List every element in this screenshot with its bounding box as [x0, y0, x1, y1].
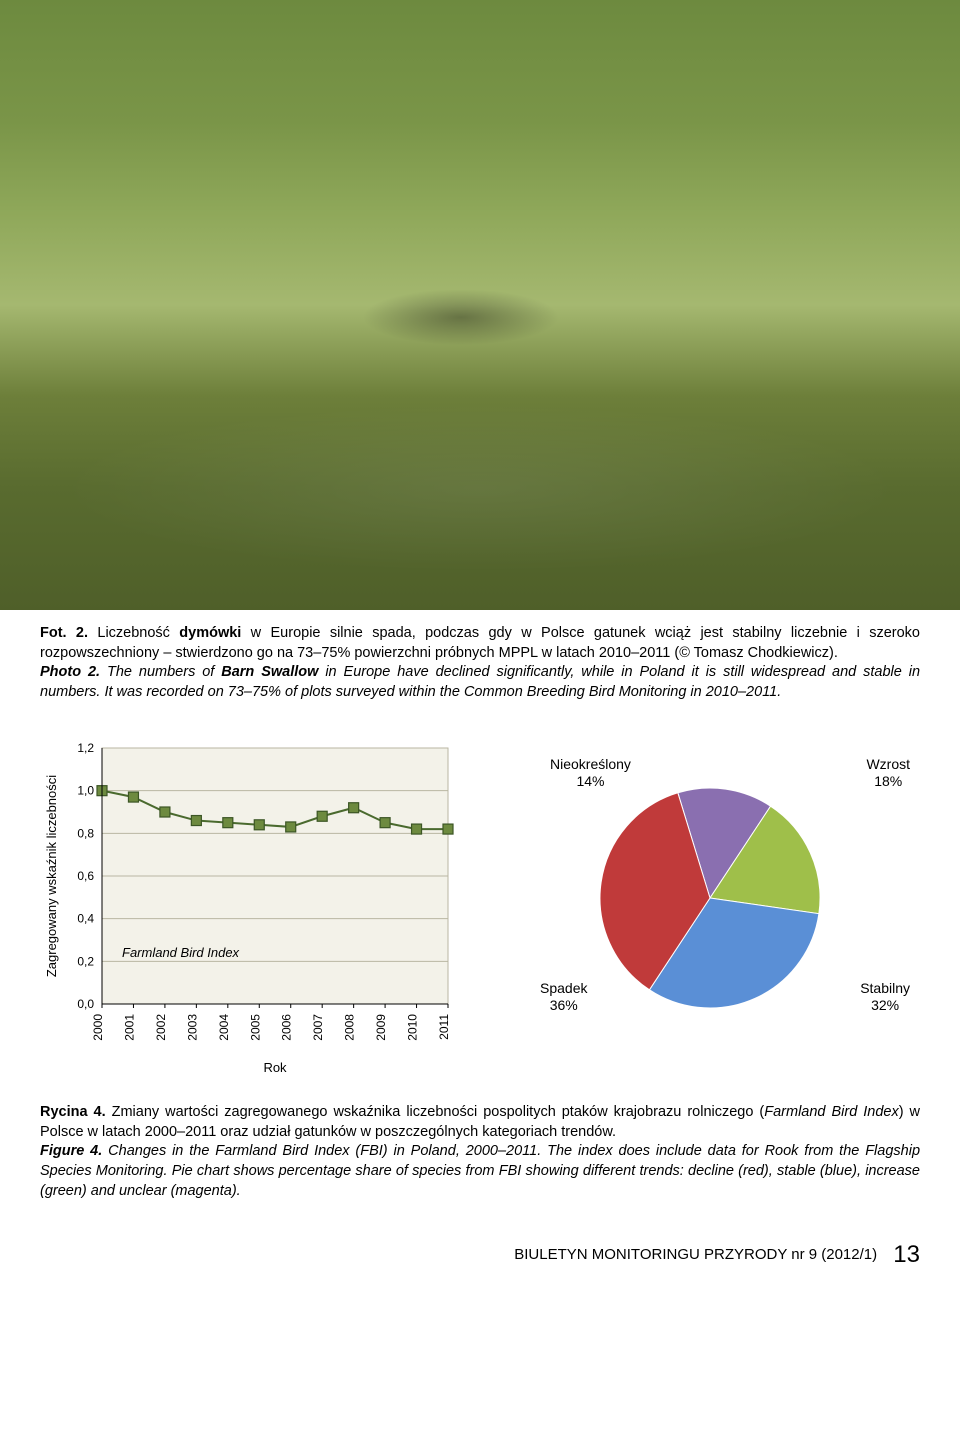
svg-text:0,8: 0,8: [77, 827, 94, 841]
figure-caption: Rycina 4. Zmiany wartości zagregowanego …: [0, 1093, 960, 1201]
svg-text:0,4: 0,4: [77, 912, 94, 926]
pie-label-stabilny: Stabilny32%: [860, 980, 910, 1014]
svg-text:0,2: 0,2: [77, 955, 94, 969]
figure-caption-italic-pl: Farmland Bird Index: [764, 1104, 898, 1120]
figure-caption-label-en: Figure 4.: [40, 1143, 102, 1159]
svg-text:Zagregowany wskaźnik liczebnoś: Zagregowany wskaźnik liczebności: [44, 775, 59, 977]
pie-label-nieokreslony: Nieokreślony14%: [550, 756, 631, 790]
svg-text:2009: 2009: [374, 1014, 388, 1041]
svg-text:2004: 2004: [217, 1014, 231, 1041]
svg-text:1,2: 1,2: [77, 741, 94, 755]
photo-barn-swallow: [0, 0, 960, 610]
line-chart-svg: 0,0 0,2 0,4 0,6 0,8 1,0 1,2 2000 2001 2002 2003 200…: [40, 738, 460, 1078]
pie-label-spadek: Spadek36%: [540, 980, 587, 1014]
svg-text:2011: 2011: [437, 1014, 451, 1040]
figure-caption-text-pl-1: Zmiany wartości zagregowanego wskaźnika …: [112, 1104, 765, 1120]
photo-caption-text-en-1: The numbers of: [107, 664, 221, 680]
figure-caption-label-pl: Rycina 4.: [40, 1104, 106, 1120]
svg-text:2008: 2008: [343, 1014, 357, 1041]
svg-text:Rok: Rok: [263, 1060, 287, 1075]
charts-row: 0,0 0,2 0,4 0,6 0,8 1,0 1,2 2000 2001 2002 2003 200…: [0, 702, 960, 1093]
footer-text: BIULETYN MONITORINGU PRZYRODY nr 9 (2012…: [514, 1246, 877, 1263]
svg-text:Farmland Bird Index: Farmland Bird Index: [122, 945, 240, 960]
svg-text:1,0: 1,0: [77, 784, 94, 798]
page-footer: BIULETYN MONITORINGU PRZYRODY nr 9 (2012…: [0, 1201, 960, 1289]
svg-text:2005: 2005: [248, 1014, 262, 1041]
svg-text:2001: 2001: [122, 1014, 136, 1041]
svg-text:2002: 2002: [154, 1014, 168, 1041]
svg-text:0,6: 0,6: [77, 869, 94, 883]
svg-text:0,0: 0,0: [77, 997, 94, 1011]
photo-caption: Fot. 2. Liczebność dymówki w Europie sil…: [0, 610, 960, 702]
photo-caption-label-pl: Fot. 2.: [40, 625, 88, 641]
photo-caption-label-en: Photo 2.: [40, 664, 100, 680]
pie-label-wzrost: Wzrost18%: [866, 756, 910, 790]
svg-text:2007: 2007: [311, 1014, 325, 1041]
line-chart: 0,0 0,2 0,4 0,6 0,8 1,0 1,2 2000 2001 2002 2003 200…: [40, 738, 460, 1083]
svg-text:2010: 2010: [406, 1014, 420, 1041]
svg-text:2000: 2000: [91, 1014, 105, 1041]
photo-caption-bold-pl: dymówki: [179, 625, 241, 641]
figure-caption-text-en: Changes in the Farmland Bird Index (FBI)…: [40, 1143, 920, 1198]
svg-text:2003: 2003: [185, 1014, 199, 1041]
svg-text:2006: 2006: [280, 1014, 294, 1041]
photo-caption-bold-en: Barn Swallow: [221, 664, 318, 680]
pie-chart: Nieokreślony14% Wzrost18% Stabilny32% Sp…: [480, 738, 940, 1083]
footer-page-number: 13: [893, 1241, 920, 1269]
photo-caption-text-pl-1: Liczebność: [97, 625, 179, 641]
